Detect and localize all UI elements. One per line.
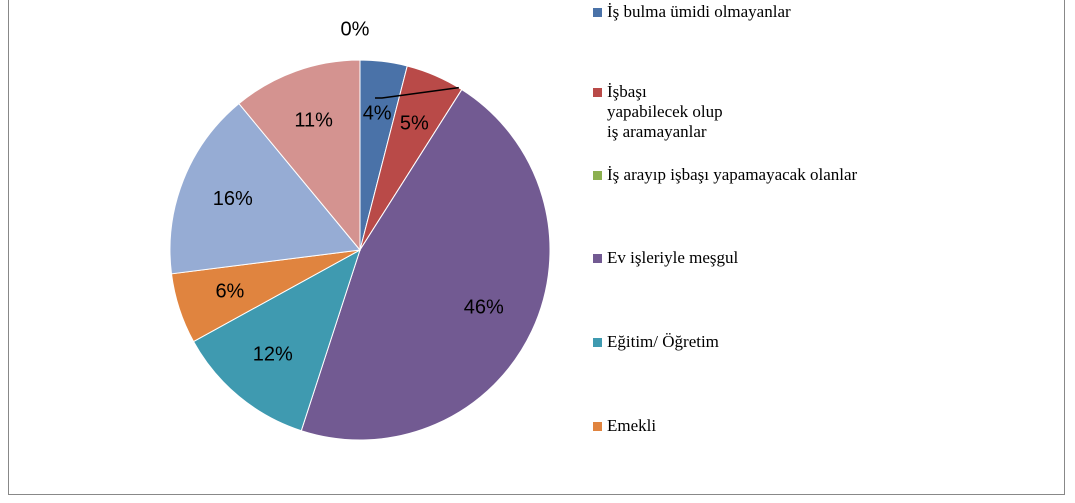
legend-label: İşbaşı yapabilecek olup iş aramayanlar	[607, 82, 723, 141]
data-label: 5%	[400, 113, 429, 135]
legend-swatch	[593, 422, 602, 431]
pie-slice	[238, 59, 361, 252]
legend-item: İş bulma ümidi olmayanlar	[593, 2, 791, 22]
legend-label: Eğitim/ Öğretim	[607, 332, 719, 351]
leader-line	[375, 86, 459, 99]
legend-item: Eğitim/ Öğretim	[593, 332, 719, 352]
data-label: 4%	[363, 103, 392, 125]
legend-swatch	[593, 88, 602, 97]
data-label: 46%	[464, 297, 504, 319]
legend-label: Ev işleriyle meşgul	[607, 248, 739, 267]
legend-label: İş arayıp işbaşı yapamayacak olanlar	[607, 165, 858, 184]
pie-slice	[192, 248, 361, 432]
legend-swatch	[593, 254, 602, 263]
data-label: 12%	[253, 344, 293, 366]
data-label: 0%	[341, 18, 370, 40]
legend-label: İş bulma ümidi olmayanlar	[607, 2, 791, 21]
legend-swatch	[593, 171, 602, 180]
legend-item: İş arayıp işbaşı yapamayacak olanlar	[593, 165, 857, 185]
pie-slice	[300, 88, 551, 441]
legend-swatch	[593, 338, 602, 347]
legend-item: Emekli	[593, 416, 656, 436]
chart-frame	[8, 0, 1065, 495]
legend-label: Emekli	[607, 416, 657, 435]
pie-slice	[169, 102, 361, 275]
data-label: 16%	[213, 188, 253, 210]
legend-swatch	[593, 8, 602, 17]
data-label: 11%	[294, 110, 333, 132]
data-label: 6%	[215, 281, 244, 303]
legend-item: Ev işleriyle meşgul	[593, 248, 738, 268]
legend-item: İşbaşı yapabilecek olup iş aramayanlar	[593, 82, 723, 142]
